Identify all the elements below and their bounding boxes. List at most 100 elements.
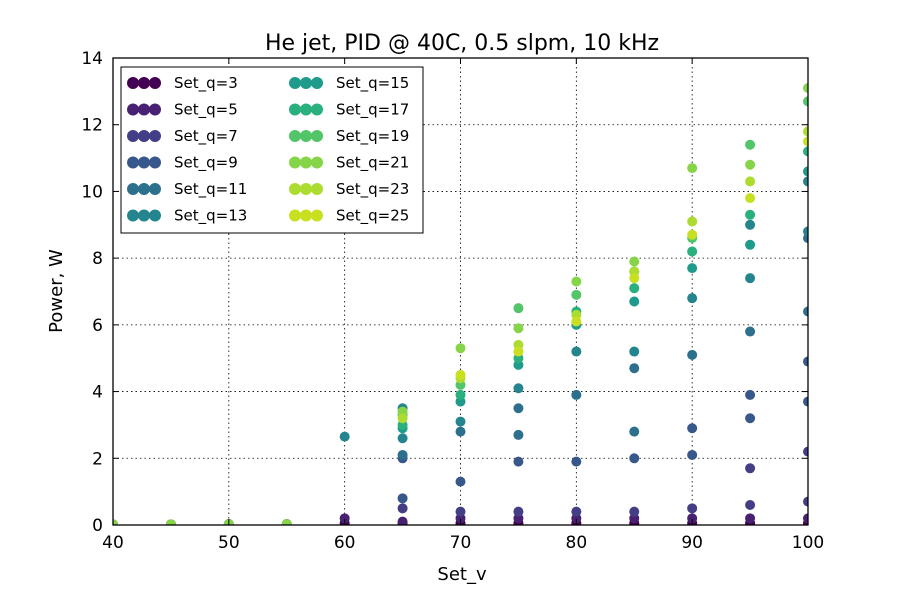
data-point [513, 456, 524, 467]
legend-item: Set_q=9 [127, 154, 238, 173]
data-point [339, 513, 350, 524]
data-point [745, 193, 756, 204]
y-tick-label: 0 [92, 516, 103, 536]
data-point [455, 476, 466, 487]
legend-item: Set_q=5 [127, 101, 238, 120]
legend: Set_q=3 Set_q=5 Set_q=7 Set_q=9 Set_q=11 Set_… [120, 66, 424, 234]
data-point [455, 389, 466, 400]
data-point [397, 516, 408, 525]
data-point [803, 356, 808, 367]
legend-marker [289, 156, 301, 169]
legend-label: Set_q=21 [336, 154, 409, 173]
data-point [513, 506, 524, 517]
x-tick-label: 70 [450, 533, 472, 553]
legend-marker [138, 209, 150, 222]
data-point [803, 306, 808, 317]
data-point [113, 519, 118, 525]
legend-marker [311, 130, 323, 142]
legend-label: Set_q=5 [174, 101, 238, 120]
data-point [687, 423, 698, 434]
legend-label: Set_q=11 [174, 180, 247, 199]
data-point [803, 146, 808, 157]
legend-item: Set_q=25 [289, 207, 409, 226]
series-set-q-21 [113, 83, 808, 525]
data-point [687, 246, 698, 257]
data-point [803, 446, 808, 457]
legend-label: Set_q=9 [174, 154, 238, 173]
series-set-q-11 [397, 233, 808, 460]
data-point [571, 289, 582, 300]
legend-marker [289, 103, 301, 116]
legend-item: Set_q=13 [127, 207, 247, 226]
data-point [745, 389, 756, 400]
data-point [513, 323, 524, 334]
y-tick-label: 12 [81, 116, 103, 136]
data-point [629, 506, 640, 517]
legend-marker [289, 183, 301, 195]
data-point [745, 219, 756, 230]
data-point [513, 346, 524, 357]
axis-ticks: 40 50 60 70 80 90 100 0 2 4 6 8 10 12 14 [81, 49, 824, 553]
legend-marker [149, 130, 161, 142]
data-point [687, 216, 698, 227]
legend-marker [311, 209, 323, 222]
x-axis-label: Set_v [437, 564, 487, 585]
data-points [113, 83, 808, 525]
legend-marker [149, 209, 161, 222]
legend-box [120, 66, 424, 234]
y-tick-label: 2 [92, 449, 103, 469]
legend-item: Set_q=11 [127, 180, 247, 199]
data-point [803, 176, 808, 187]
legend-marker [311, 183, 323, 195]
legend-item: Set_q=19 [289, 127, 409, 146]
legend-marker [127, 103, 139, 116]
data-point [571, 506, 582, 517]
legend-marker [138, 77, 150, 89]
legend-marker [127, 183, 139, 195]
y-axis-label: Power, W [46, 249, 67, 333]
data-point [281, 519, 292, 525]
y-tick-label: 6 [92, 316, 103, 336]
data-point [571, 316, 582, 327]
legend-marker [289, 77, 301, 89]
legend-label: Set_q=17 [336, 101, 409, 120]
data-point [629, 363, 640, 374]
data-point [745, 176, 756, 187]
data-point [687, 263, 698, 274]
y-tick-label: 8 [92, 249, 103, 269]
legend-item: Set_q=7 [127, 127, 238, 146]
legend-item: Set_q=23 [289, 180, 409, 199]
data-point [687, 513, 698, 524]
data-point [571, 389, 582, 400]
data-point [397, 413, 408, 424]
data-point [629, 256, 640, 267]
legend-item: Set_q=3 [127, 74, 238, 93]
data-point [629, 283, 640, 294]
data-point [745, 273, 756, 284]
data-point [629, 426, 640, 437]
data-point [397, 433, 408, 444]
legend-marker [300, 209, 312, 222]
legend-label: Set_q=7 [174, 127, 238, 146]
legend-label: Set_q=25 [336, 207, 409, 226]
data-point [397, 449, 408, 460]
data-point [571, 276, 582, 287]
data-point [629, 273, 640, 284]
data-point [165, 519, 176, 525]
data-point [629, 296, 640, 307]
data-point [397, 493, 408, 504]
data-point [455, 506, 466, 517]
legend-marker [300, 130, 312, 142]
x-tick-label: 50 [218, 533, 240, 553]
data-point [571, 456, 582, 467]
data-point [745, 499, 756, 510]
legend-marker [127, 209, 139, 222]
series-set-q-7 [397, 446, 808, 517]
y-tick-label: 10 [81, 182, 103, 202]
data-point [803, 513, 808, 524]
data-point [571, 346, 582, 357]
legend-marker [138, 130, 150, 142]
legend-item: Set_q=17 [289, 101, 409, 120]
x-tick-label: 60 [334, 533, 356, 553]
